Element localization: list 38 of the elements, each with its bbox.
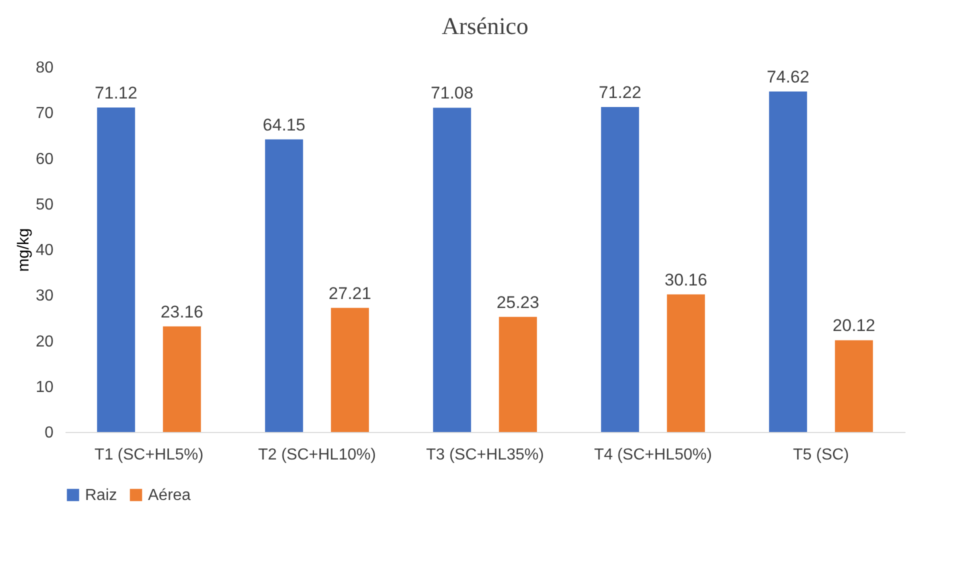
legend-label: Raiz	[85, 487, 118, 504]
data-label: 23.16	[160, 302, 204, 322]
data-label: 74.62	[766, 68, 810, 87]
bar	[498, 316, 537, 432]
x-tick-label: T3 (SC+HL35%)	[426, 446, 544, 464]
data-label: 27.21	[328, 284, 372, 303]
chart-title: Arsénico	[442, 14, 528, 40]
x-tick-label: T4 (SC+HL50%)	[594, 446, 712, 464]
y-tick-label: 50	[36, 196, 54, 214]
x-tick-label: T1 (SC+HL5%)	[94, 446, 204, 464]
bar	[330, 308, 369, 432]
data-label: 71.22	[598, 83, 642, 102]
data-label: 20.12	[832, 316, 876, 336]
bar	[97, 108, 136, 432]
data-label: 64.15	[262, 115, 306, 134]
bar	[769, 92, 808, 432]
data-label: 71.12	[94, 84, 138, 103]
y-tick-label: 10	[36, 378, 54, 396]
y-tick-label: 40	[36, 242, 54, 259]
x-tick-label: T2 (SC+HL10%)	[258, 446, 376, 464]
legend-label: Aérea	[148, 487, 191, 504]
data-label: 25.23	[496, 292, 540, 312]
bar	[265, 139, 304, 432]
y-tick-label: 20	[36, 333, 54, 350]
bar	[601, 107, 640, 432]
y-tick-label: 60	[36, 150, 54, 168]
y-tick-label: 70	[36, 105, 54, 122]
y-tick-label: 0	[44, 424, 54, 442]
bar	[433, 108, 472, 432]
data-label: 30.16	[664, 270, 708, 290]
y-axis-title: mg/kg	[16, 228, 33, 272]
data-label: 71.08	[430, 84, 474, 103]
y-tick-label: 80	[36, 60, 54, 76]
bar	[162, 326, 201, 432]
y-tick-label: 30	[36, 288, 54, 305]
bar	[666, 294, 705, 432]
x-tick-label: T5 (SC)	[793, 446, 849, 464]
bar	[834, 340, 873, 432]
